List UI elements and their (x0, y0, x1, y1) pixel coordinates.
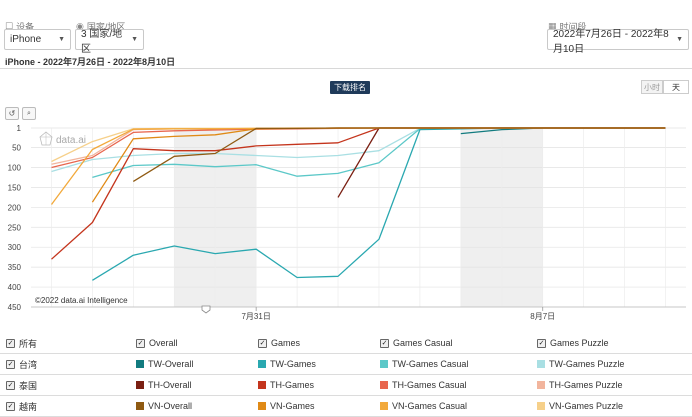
watermark-text: data.ai (56, 135, 86, 146)
device-select[interactable]: iPhone ▼ (4, 29, 71, 50)
reset-zoom-button[interactable]: ↺ (5, 107, 19, 120)
calendar-icon: ▦ (548, 21, 557, 31)
legend-country-toggle[interactable]: ✓ 越南 (6, 401, 38, 412)
checkbox-icon: ✓ (6, 338, 15, 348)
legend-swatch (258, 360, 266, 368)
country-select-value: 3 国家/地区 (81, 28, 123, 55)
series-line-vn-games-casual (50, 127, 666, 205)
legend-header-row: ✓ 所有 ✓ Overall ✓ Games ✓ Games Casual ✓ Games… (0, 333, 692, 354)
checkbox-icon: ✓ (6, 359, 15, 369)
legend-puzzle-toggle[interactable]: ✓ Games Puzzle (537, 338, 609, 348)
zoom-icon: ⌕ (27, 109, 31, 117)
legend-item[interactable]: TW-Overall (136, 354, 193, 374)
legend-item[interactable]: TW-Games Casual (380, 354, 468, 374)
chevron-down-icon: ▼ (131, 36, 138, 43)
y-tick-label: 350 (8, 263, 22, 272)
legend-item[interactable]: VN-Overall (136, 396, 192, 416)
legend-swatch (258, 402, 266, 410)
checkbox-icon: ✓ (136, 338, 145, 348)
y-tick-label: 300 (8, 243, 22, 252)
period-select[interactable]: 2022年7月26日 - 2022年8月10日 ▼ (547, 29, 689, 55)
y-tick-label: 100 (8, 163, 22, 172)
legend-item[interactable]: TH-Games (258, 375, 314, 395)
x-tick-label: 8月7日 (530, 312, 555, 321)
legend-swatch (258, 381, 266, 389)
legend-casual-toggle[interactable]: ✓ Games Casual (380, 338, 453, 348)
series-line-vn-games-puzzle (51, 127, 666, 163)
legend-row: ✓ 台湾 TW-Overall TW-Games TW-Games Casual TW-G… (0, 354, 692, 375)
gridlines (31, 127, 686, 308)
period-select-value: 2022年7月26日 - 2022年8月10日 (553, 28, 669, 55)
x-axis-ticks: 7月31日 8月7日 (241, 307, 555, 321)
legend-swatch (537, 360, 545, 368)
chevron-down-icon: ▼ (676, 36, 683, 43)
y-tick-label: 450 (8, 303, 22, 312)
checkbox-icon: ✓ (6, 380, 15, 390)
legend-overall-toggle[interactable]: ✓ Overall (136, 338, 178, 348)
legend-swatch (136, 402, 144, 410)
legend-swatch (537, 402, 545, 410)
legend-item[interactable]: TW-Games Puzzle (537, 354, 624, 374)
data-ai-logo-icon (39, 131, 53, 146)
series-lines (50, 127, 666, 281)
device-icon: ☐ (5, 21, 14, 31)
granularity-hour-button[interactable]: 小时 (641, 80, 663, 94)
legend-item[interactable]: VN-Games Casual (380, 396, 467, 416)
legend-games-toggle[interactable]: ✓ Games (258, 338, 301, 348)
legend-item[interactable]: TH-Games Casual (380, 375, 467, 395)
checkbox-icon: ✓ (258, 338, 267, 348)
series-line-th-games-puzzle (51, 127, 666, 165)
checkbox-icon: ✓ (6, 401, 15, 411)
zoom-button[interactable]: ⌕ (22, 107, 36, 120)
legend-item[interactable]: VN-Games Puzzle (537, 396, 623, 416)
chevron-down-icon: ▼ (58, 36, 65, 43)
page-subtitle: iPhone - 2022年7月26日 - 2022年8月10日 (5, 57, 176, 67)
checkbox-icon: ✓ (537, 338, 546, 348)
period-label: ▦ 时间段 (548, 21, 587, 32)
device-select-value: iPhone (10, 34, 42, 45)
legend-all-toggle[interactable]: ✓ 所有 (6, 338, 38, 349)
legend-swatch (136, 360, 144, 368)
y-tick-label: 1 (17, 124, 22, 133)
granularity-day-button[interactable]: 天 (663, 80, 689, 94)
legend-item[interactable]: TW-Games (258, 354, 316, 374)
series-line-vn-overall (132, 127, 666, 182)
legend-country-toggle[interactable]: ✓ 台湾 (6, 359, 38, 370)
copyright-text: ©2022 data.ai Intelligence (35, 296, 128, 305)
y-tick-label: 200 (8, 203, 22, 212)
range-handle-icon (201, 305, 211, 314)
legend-item[interactable]: TH-Overall (136, 375, 192, 395)
tab-download-rank[interactable]: 下载排名 (330, 81, 370, 94)
divider (0, 68, 692, 69)
legend-item[interactable]: TH-Games Puzzle (537, 375, 623, 395)
y-tick-label: 250 (8, 223, 22, 232)
legend-swatch (537, 381, 545, 389)
watermark: data.ai (39, 131, 86, 146)
legend-country-toggle[interactable]: ✓ 泰国 (6, 380, 38, 391)
legend-swatch (380, 402, 388, 410)
legend-row: ✓ 泰国 TH-Overall TH-Games TH-Games Casual TH-G… (0, 375, 692, 396)
legend-item[interactable]: VN-Games (258, 396, 315, 416)
legend-swatch (380, 381, 388, 389)
legend-swatch (136, 381, 144, 389)
x-tick-label: 7月31日 (241, 312, 270, 321)
country-select[interactable]: 3 国家/地区 ▼ (75, 29, 144, 55)
y-tick-label: 400 (8, 283, 22, 292)
legend-swatch (380, 360, 388, 368)
legend-row: ✓ 越南 VN-Overall VN-Games VN-Games Casual VN-G… (0, 396, 692, 417)
country-label: ◉ 国家/地区 (76, 21, 126, 32)
globe-icon: ◉ (76, 21, 84, 31)
y-tick-label: 50 (12, 144, 21, 153)
y-tick-label: 150 (8, 183, 22, 192)
checkbox-icon: ✓ (380, 338, 389, 348)
reset-icon: ↺ (8, 109, 16, 118)
device-label: ☐ 设备 (5, 21, 35, 32)
